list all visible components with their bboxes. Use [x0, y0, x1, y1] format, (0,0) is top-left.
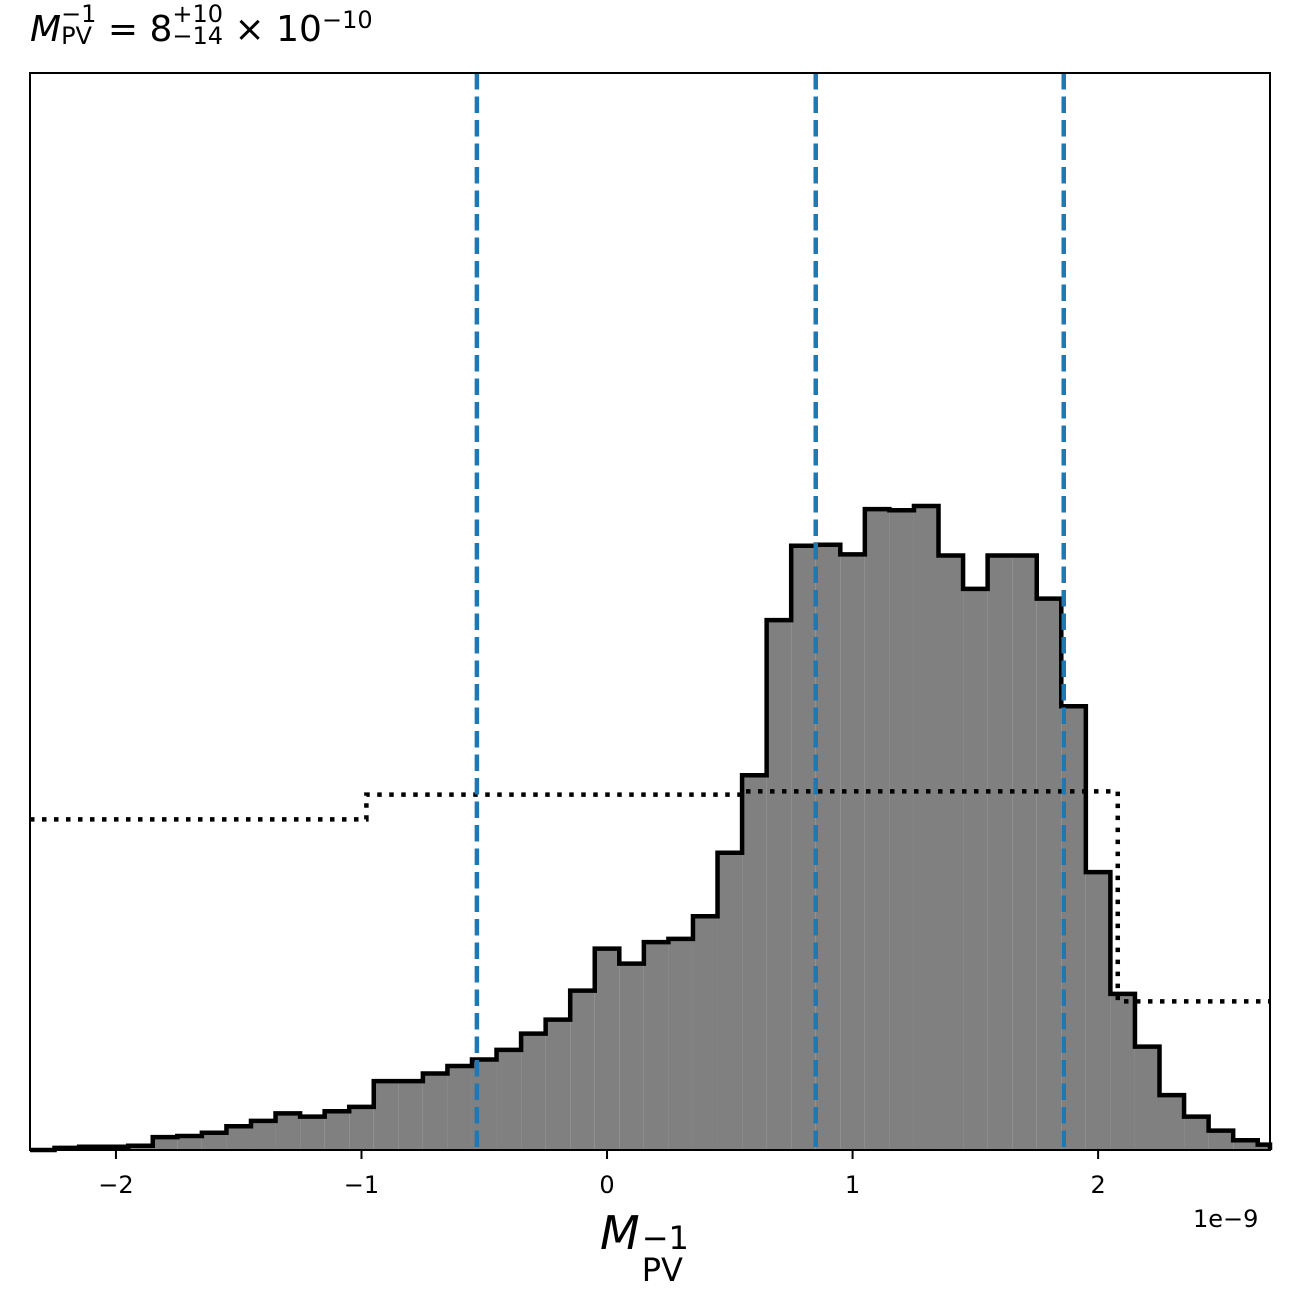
histogram-bar [201, 1132, 227, 1150]
histogram-bar [324, 1111, 350, 1150]
title-times: × 10 [234, 9, 322, 50]
histogram-bar [717, 852, 743, 1150]
histogram-bar [570, 990, 595, 1150]
histogram-bar [275, 1113, 301, 1150]
histogram-bar [447, 1065, 472, 1150]
x-tick-label: 2 [1090, 1171, 1105, 1199]
x-axis: −2 −1 0 1 2 [30, 1149, 1270, 1199]
histogram-bar [1012, 555, 1037, 1150]
histogram-bar [668, 938, 693, 1150]
title-value-sup: +10 [172, 0, 224, 28]
histogram-bar [742, 775, 767, 1150]
title-value-scripts: +10 −14 [172, 0, 224, 50]
title-equals: = 8 [107, 9, 173, 50]
histogram-bar [594, 948, 620, 1150]
histogram-bar [1159, 1095, 1185, 1150]
xlabel-sub: PV [641, 1251, 683, 1289]
x-tick-label: 0 [599, 1171, 614, 1199]
histogram-bar [619, 963, 644, 1150]
histogram-bar [643, 942, 669, 1150]
histogram-bar [766, 620, 792, 1150]
histogram-bar [889, 510, 914, 1151]
histogram-bar [1085, 872, 1111, 1150]
quantile-lines-layer [474, 73, 1066, 1150]
histogram-bar [422, 1073, 448, 1150]
histogram-bar [692, 916, 718, 1150]
histogram-bar [938, 555, 964, 1150]
x-tick-label: −2 [98, 1171, 133, 1199]
title-value-sub: −14 [172, 22, 224, 50]
x-tick-label: 1 [845, 1171, 860, 1199]
histogram-bar [840, 554, 865, 1150]
histogram-bar [152, 1137, 178, 1150]
histogram-bar [1208, 1130, 1234, 1150]
histogram-bar [373, 1081, 399, 1150]
histogram-bar [177, 1135, 202, 1150]
title-exponent: −10 [321, 6, 373, 34]
histogram-layer [30, 503, 1273, 1153]
histogram-bar [226, 1126, 251, 1150]
chart-title: M −1 PV = 8 +10 −14 × 10−10 [30, 0, 373, 53]
histogram-bar [250, 1120, 276, 1150]
histogram-bar [545, 1019, 571, 1150]
histogram-bar [496, 1049, 522, 1150]
histogram-bar [987, 555, 1013, 1150]
title-symbol-sup: −1 [61, 0, 97, 28]
histogram-bar [300, 1116, 325, 1150]
xlabel-symbol: M [600, 1206, 640, 1260]
histogram-bar [913, 505, 939, 1151]
histogram-bar [791, 545, 816, 1150]
histogram-bar [1110, 993, 1135, 1150]
histogram-bar [815, 544, 841, 1150]
title-symbol-scripts: −1 PV [61, 0, 97, 50]
histogram-bar [349, 1106, 374, 1150]
histogram-bar [1184, 1116, 1209, 1150]
histogram-bar [1233, 1140, 1258, 1150]
histogram-bar [864, 509, 890, 1150]
histogram-bar [521, 1033, 546, 1150]
histogram-bar [1036, 598, 1062, 1150]
title-symbol-sub: PV [61, 22, 92, 50]
xlabel-sup: −1 [641, 1219, 689, 1257]
histogram-bar [1257, 1144, 1270, 1150]
x-offset-text: 1e−9 [1193, 1205, 1259, 1233]
title-symbol: M [30, 9, 62, 50]
histogram-bar [1134, 1046, 1160, 1150]
histogram-bar [398, 1081, 423, 1150]
histogram-bar [963, 588, 988, 1150]
x-axis-label: M −1 PV [600, 1206, 702, 1289]
x-tick-label: −1 [344, 1171, 379, 1199]
